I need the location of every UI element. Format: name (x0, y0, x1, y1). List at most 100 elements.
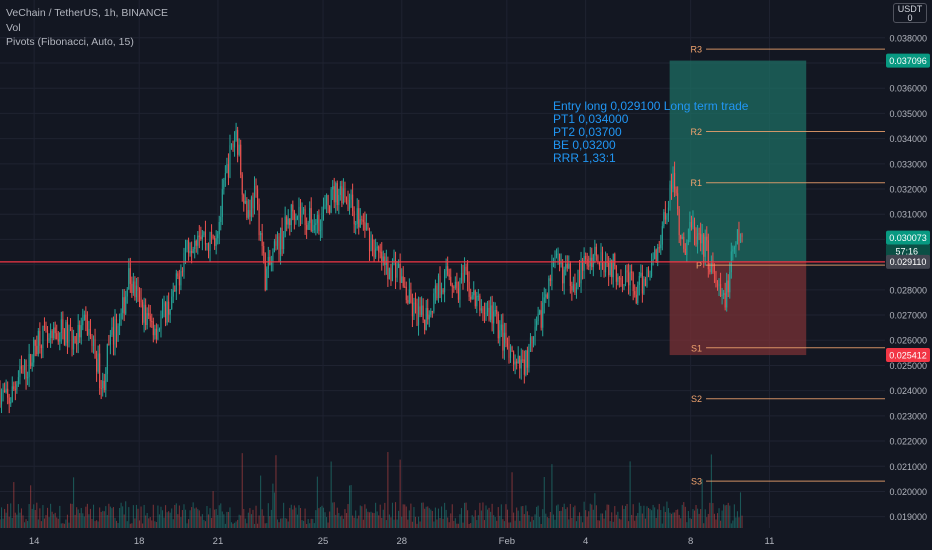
volume-bar (669, 512, 671, 528)
candle-body (184, 249, 187, 253)
volume-bar (693, 510, 696, 528)
volume-bar (13, 482, 15, 528)
volume-bar (580, 516, 582, 528)
candle-body (281, 227, 283, 250)
volume-bar (582, 522, 584, 528)
candle-body (338, 195, 340, 206)
candle-body (85, 314, 87, 321)
volume-bar (447, 517, 449, 528)
volume-bar (464, 502, 466, 528)
pivots-indicator-label[interactable]: Pivots (Fibonacci, Auto, 15) (6, 36, 134, 48)
volume-bar (165, 505, 167, 528)
volume-bar (503, 521, 505, 528)
volume-bar (411, 521, 413, 528)
candle-body (160, 317, 162, 329)
volume-bar (40, 521, 42, 528)
volume-bar (315, 510, 317, 528)
candle-body (310, 208, 312, 232)
candle-body (352, 194, 354, 212)
volume-bar (316, 476, 318, 528)
volume-bar (247, 512, 249, 528)
volume-bar (674, 512, 676, 528)
candle-body (244, 200, 246, 204)
candle-body (663, 212, 665, 227)
volume-bar (390, 517, 392, 528)
pivot-label: R3 (691, 45, 703, 55)
candle-body (319, 230, 321, 232)
price-axis[interactable]: 0.0380000.0370000.0360000.0350000.034000… (885, 0, 932, 550)
volume-bar (263, 515, 265, 528)
candle-body (258, 204, 260, 236)
volume-bar (543, 476, 545, 528)
candle-body (385, 260, 387, 266)
volume-bar (105, 506, 107, 528)
volume-bar (572, 507, 574, 528)
volume-bar (218, 505, 220, 528)
volume-bar (191, 507, 193, 528)
candle-body (298, 206, 300, 217)
candle-body (445, 266, 447, 271)
candle-body (370, 238, 372, 252)
candle-body (551, 262, 553, 281)
candle-body (221, 189, 223, 217)
volume-bar (721, 510, 723, 528)
volume-bar (686, 522, 688, 528)
volume-bar (643, 505, 645, 528)
candle-body (206, 243, 208, 245)
volume-bar (730, 523, 732, 528)
volume-bar (589, 503, 591, 528)
target-zone (669, 60, 807, 262)
candle-body (519, 355, 521, 369)
candle-body (618, 277, 620, 279)
candle-body (194, 240, 196, 249)
volume-bar (76, 507, 78, 528)
candle-body (453, 287, 455, 289)
long-position-tool[interactable] (669, 60, 807, 356)
candle-body (86, 320, 88, 335)
candle-body (200, 236, 202, 240)
candle-body (393, 260, 395, 262)
candle-body (189, 250, 191, 254)
volume-bar (626, 503, 628, 528)
volume-indicator-label[interactable]: Vol (6, 21, 21, 34)
candle-body (486, 307, 489, 313)
volume-bar (5, 512, 7, 528)
candle-body (163, 302, 165, 307)
volume-bar (160, 506, 162, 528)
candle-body (247, 210, 249, 218)
candle-body (441, 289, 443, 295)
volume-bar (92, 504, 95, 528)
time-axis[interactable]: 14 18 21 25 28 Feb 4 8 11 (0, 528, 932, 550)
volume-bar (608, 504, 610, 528)
volume-bar (398, 510, 400, 528)
trade-annotation[interactable]: Entry long 0,029100 Long term trade PT1 … (553, 100, 748, 165)
volume-bar (37, 519, 39, 528)
volume-bar (91, 518, 93, 528)
volume-bar (548, 518, 550, 528)
volume-bar (172, 519, 174, 528)
price-badge (886, 230, 930, 245)
candle-body (19, 366, 21, 378)
volume-bar (563, 503, 565, 528)
volume-bar (68, 522, 70, 528)
candle-body (287, 218, 289, 225)
volume-bar (201, 514, 203, 528)
volume-bar (454, 518, 456, 528)
candle-body (82, 320, 84, 326)
candle-body (155, 328, 157, 340)
price-tick-label: 0.033000 (889, 159, 927, 169)
volume-bar (312, 518, 314, 528)
symbol-title[interactable]: VeChain / TetherUS, 1h, BINANCE (6, 7, 169, 19)
candle-body (559, 253, 561, 265)
currency-button[interactable]: USDT 0 (893, 3, 927, 23)
volume-bar (393, 519, 395, 528)
volume-bar (114, 517, 116, 528)
volume-bar (367, 511, 369, 528)
volume-bar (566, 507, 568, 528)
candle-body (447, 266, 449, 275)
currency-sub-label: 0 (907, 13, 913, 23)
candle-body (465, 266, 467, 272)
candle-body (601, 252, 604, 269)
price-tick-label: 0.034000 (889, 134, 927, 144)
